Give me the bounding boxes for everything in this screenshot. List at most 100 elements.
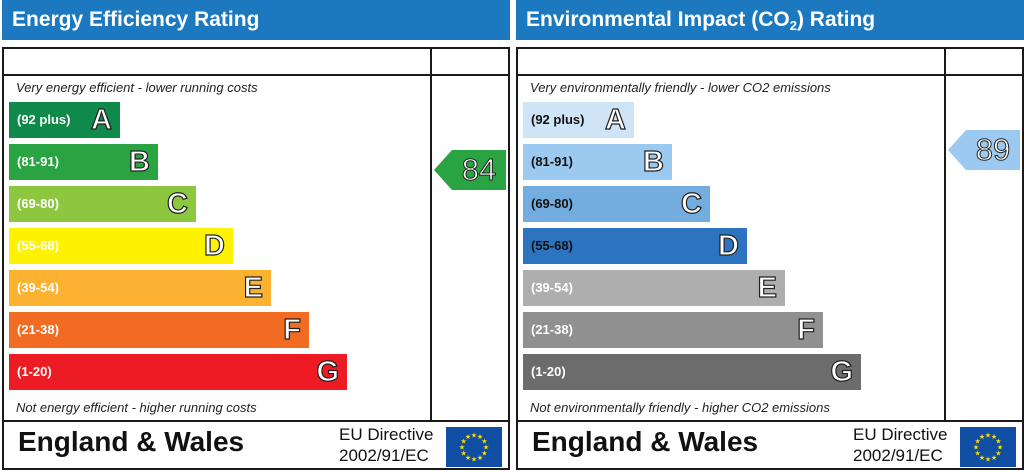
arrow-tip <box>948 130 966 170</box>
flag-star-icon: ★ <box>973 444 979 452</box>
band-letter: A <box>90 103 112 136</box>
environment-top-caption: Very environmentally friendly - lower CO… <box>530 80 831 95</box>
directive-line1: EU Directive <box>339 425 434 444</box>
frame-divider <box>518 74 1022 76</box>
flag-star-icon: ★ <box>481 438 487 446</box>
band-range-label: (55-68) <box>531 238 573 253</box>
band-letter: B <box>642 145 664 178</box>
rating-band-b: (81-91) B <box>523 144 672 180</box>
band-letter: G <box>316 355 340 388</box>
band-range-label: (69-80) <box>531 196 573 211</box>
frame-divider <box>4 74 508 76</box>
environment-chart-frame: Very environmentally friendly - lower CO… <box>516 47 1024 470</box>
frame-divider <box>430 49 432 420</box>
flag-star-icon: ★ <box>991 433 997 441</box>
eu-flag-icon: ★ ★★★★★★★★★★★ <box>446 427 502 467</box>
environment-rating-value: 89 <box>975 132 1011 168</box>
flag-star-icon: ★ <box>477 433 483 441</box>
flag-star-icon: ★ <box>483 444 489 452</box>
energy-footer-title: England & Wales <box>18 426 245 457</box>
rating-band-d: (55-68) D <box>9 228 233 264</box>
band-letter: D <box>717 229 739 262</box>
rating-band-g: (1-20) G <box>523 354 861 390</box>
energy-top-caption: Very energy efficient - lower running co… <box>16 80 258 95</box>
band-range-label: (39-54) <box>531 280 573 295</box>
flag-star-icon: ★ <box>995 450 1001 458</box>
band-letter: E <box>757 271 778 304</box>
band-letter: E <box>243 271 264 304</box>
rating-band-e: (39-54) E <box>523 270 785 306</box>
band-letter: F <box>797 313 816 346</box>
arrow-tip <box>434 150 452 190</box>
band-range-label: (21-38) <box>17 322 59 337</box>
band-letter: A <box>604 103 626 136</box>
arrow-body <box>966 130 1020 170</box>
band-range-label: (92 plus) <box>531 112 585 127</box>
rating-band-a: (92 plus) A <box>9 102 120 138</box>
band-range-label: (1-20) <box>17 364 52 379</box>
flag-star-icon: ★ <box>997 444 1003 452</box>
flag-star-icon: ★ <box>471 432 477 440</box>
band-range-label: (69-80) <box>17 196 59 211</box>
flag-star-icon: ★ <box>985 432 991 440</box>
energy-rating-arrow: 84 <box>434 150 506 190</box>
arrow-body <box>452 150 506 190</box>
frame-divider <box>4 420 508 422</box>
rating-band-e: (39-54) E <box>9 270 271 306</box>
rating-band-c: (69-80) C <box>523 186 710 222</box>
energy-header: Energy Efficiency Rating <box>2 0 510 40</box>
band-range-label: (81-91) <box>17 154 59 169</box>
rating-band-g: (1-20) G <box>9 354 347 390</box>
energy-bottom-caption: Not energy efficient - higher running co… <box>16 400 257 415</box>
band-letter: D <box>203 229 225 262</box>
band-letter: G <box>830 355 854 388</box>
energy-efficiency-panel: Energy Efficiency Rating Very energy eff… <box>2 0 510 472</box>
rating-band-b: (81-91) B <box>9 144 158 180</box>
directive-line1: EU Directive <box>853 425 948 444</box>
band-letter: C <box>166 187 188 220</box>
rating-band-c: (69-80) C <box>9 186 196 222</box>
flag-star-icon: ★ <box>460 450 466 458</box>
environment-rating-arrow: 89 <box>948 130 1020 170</box>
flag-star-icon: ★ <box>985 456 991 464</box>
band-range-label: (81-91) <box>531 154 573 169</box>
energy-chart-frame: Very energy efficient - lower running co… <box>2 47 510 470</box>
flag-star-icon: ★ <box>471 456 477 464</box>
flag-star-icon: ★ <box>979 454 985 462</box>
flag-star-icon: ★ <box>974 438 980 446</box>
environment-bottom-caption: Not environmentally friendly - higher CO… <box>530 400 830 415</box>
flag-star-icon: ★ <box>460 438 466 446</box>
flag-star-icon: ★ <box>481 450 487 458</box>
flag-star-icon: ★ <box>995 438 1001 446</box>
band-range-label: (21-38) <box>531 322 573 337</box>
directive-line2: 2002/91/EC <box>339 446 429 465</box>
directive-line2: 2002/91/EC <box>853 446 943 465</box>
band-letter: C <box>680 187 702 220</box>
flag-star-icon: ★ <box>465 454 471 462</box>
environment-eu-directive: EU Directive 2002/91/EC <box>853 424 947 466</box>
rating-band-f: (21-38) F <box>523 312 823 348</box>
band-range-label: (92 plus) <box>17 112 71 127</box>
flag-star-icon: ★ <box>459 444 465 452</box>
eu-flag-icon: ★ ★★★★★★★★★★★ <box>960 427 1016 467</box>
band-range-label: (55-68) <box>17 238 59 253</box>
band-letter: F <box>283 313 302 346</box>
flag-star-icon: ★ <box>477 454 483 462</box>
flag-star-icon: ★ <box>991 454 997 462</box>
energy-eu-directive: EU Directive 2002/91/EC <box>339 424 433 466</box>
rating-band-f: (21-38) F <box>9 312 309 348</box>
environment-footer-title: England & Wales <box>532 426 759 457</box>
band-range-label: (1-20) <box>531 364 566 379</box>
environmental-impact-panel: Environmental Impact (CO2) Rating Very e… <box>516 0 1024 472</box>
band-range-label: (39-54) <box>17 280 59 295</box>
frame-divider <box>518 420 1022 422</box>
rating-band-a: (92 plus) A <box>523 102 634 138</box>
flag-star-icon: ★ <box>979 433 985 441</box>
band-letter: B <box>128 145 150 178</box>
rating-band-d: (55-68) D <box>523 228 747 264</box>
environment-header: Environmental Impact (CO2) Rating <box>516 0 1024 40</box>
frame-divider <box>944 49 946 420</box>
flag-star-icon: ★ <box>465 433 471 441</box>
energy-rating-value: 84 <box>461 152 497 188</box>
flag-star-icon: ★ <box>974 450 980 458</box>
